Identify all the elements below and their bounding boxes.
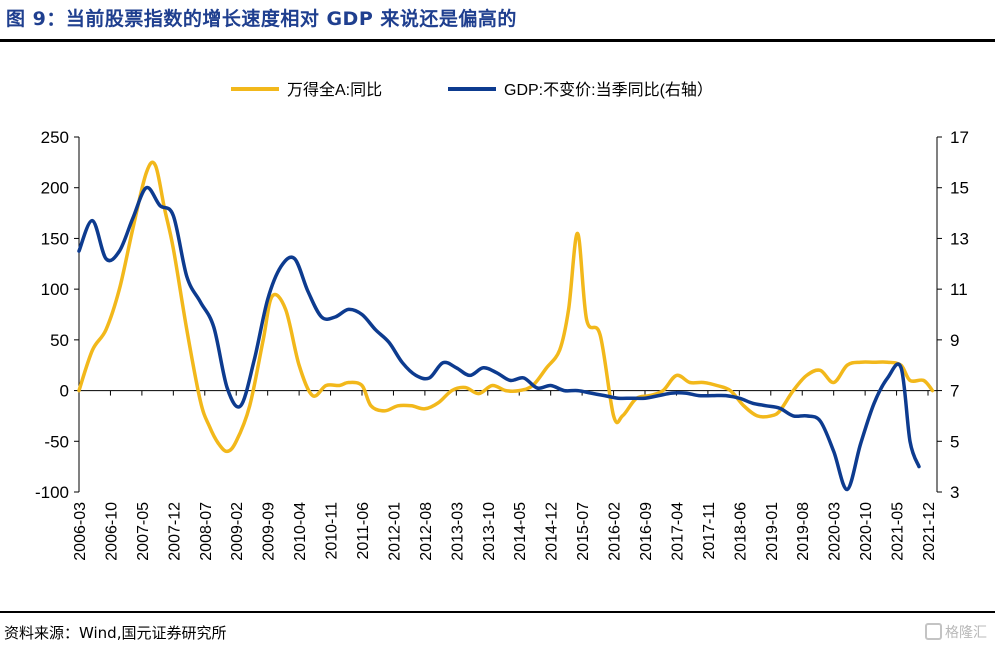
watermark-logo-icon — [925, 623, 942, 640]
x-tick-label: 2010-11 — [324, 502, 341, 560]
x-tick-label: 2016-02 — [607, 502, 624, 561]
y-left-tick-label: 200 — [41, 179, 69, 198]
y-left-tick-label: -50 — [44, 432, 69, 451]
x-tick-label: 2020-10 — [858, 502, 875, 561]
y-left-tick-label: 100 — [41, 280, 69, 299]
series-line-gdp — [77, 185, 921, 492]
y-right-tick-label: 7 — [950, 382, 959, 401]
x-tick-label: 2021-05 — [890, 502, 907, 561]
x-tick-label: 2018-06 — [732, 502, 749, 561]
x-tick-label: 2019-01 — [764, 502, 781, 561]
x-tick-label: 2010-04 — [292, 502, 309, 561]
x-tick-label: 2012-01 — [386, 502, 403, 561]
x-tick-label: 2007-05 — [135, 502, 152, 561]
y-left-tick-label: 50 — [50, 331, 69, 350]
x-tick-label: 2015-07 — [575, 502, 592, 561]
x-tick-label: 2013-03 — [449, 502, 466, 561]
x-tick-label: 2009-02 — [229, 502, 246, 561]
x-tick-label: 2014-12 — [544, 502, 561, 561]
x-tick-label: 2019-08 — [795, 502, 812, 561]
x-tick-label: 2013-10 — [481, 502, 498, 561]
legend-label-gdp: GDP:不变价:当季同比(右轴） — [504, 81, 713, 99]
watermark: 格隆汇 — [925, 622, 987, 642]
x-tick-label: 2016-09 — [638, 502, 655, 561]
chart-title: 图 9：当前股票指数的增长速度相对 GDP 来说还是偏高的 — [6, 8, 517, 30]
x-tick-label: 2011-06 — [355, 502, 372, 560]
y-left-tick-label: 150 — [41, 229, 69, 248]
source-note: 资料来源：Wind,国元证券研究所 — [4, 624, 227, 642]
y-right-tick-label: 13 — [950, 229, 969, 248]
legend-label-a: 万得全A:同比 — [287, 81, 382, 99]
x-tick-label: 2017-04 — [669, 502, 686, 561]
y-right-tick-label: 3 — [950, 483, 959, 502]
y-right-tick-label: 11 — [950, 280, 968, 299]
x-tick-label: 2007-12 — [166, 502, 183, 561]
x-tick-label: 2009-09 — [261, 502, 278, 561]
y-left-tick-label: 250 — [41, 128, 69, 147]
x-tick-label: 2008-07 — [198, 502, 215, 561]
y-right-tick-label: 15 — [950, 179, 969, 198]
series-layer — [77, 160, 935, 492]
x-tick-label: 2017-11 — [701, 502, 718, 560]
x-tick-label: 2006-10 — [103, 502, 120, 561]
y-right-tick-label: 9 — [950, 331, 959, 350]
chart-area: 万得全A:同比 GDP:不变价:当季同比(右轴） -100 -50 0 50 100 15… — [35, 81, 969, 561]
x-tick-label: 2021-12 — [921, 502, 938, 561]
legend: 万得全A:同比 GDP:不变价:当季同比(右轴） — [231, 81, 713, 99]
series-line-wande-a — [77, 160, 935, 454]
axes: -100 -50 0 50 100 150 200 250 3 5 7 9 11 13 15 17 2006-0… — [35, 128, 969, 561]
footer-rule — [0, 611, 995, 613]
y-left-tick-label: -100 — [35, 483, 69, 502]
y-right-tick-label: 17 — [950, 128, 969, 147]
title-rule — [0, 39, 995, 42]
x-tick-label: 2012-08 — [418, 502, 435, 561]
x-tick-label: 2020-03 — [827, 502, 844, 561]
x-tick-label: 2006-03 — [72, 502, 89, 561]
y-left-tick-label: 0 — [60, 382, 69, 401]
watermark-text: 格隆汇 — [945, 625, 987, 641]
y-right-tick-label: 5 — [950, 432, 959, 451]
x-tick-label: 2014-05 — [512, 502, 529, 561]
